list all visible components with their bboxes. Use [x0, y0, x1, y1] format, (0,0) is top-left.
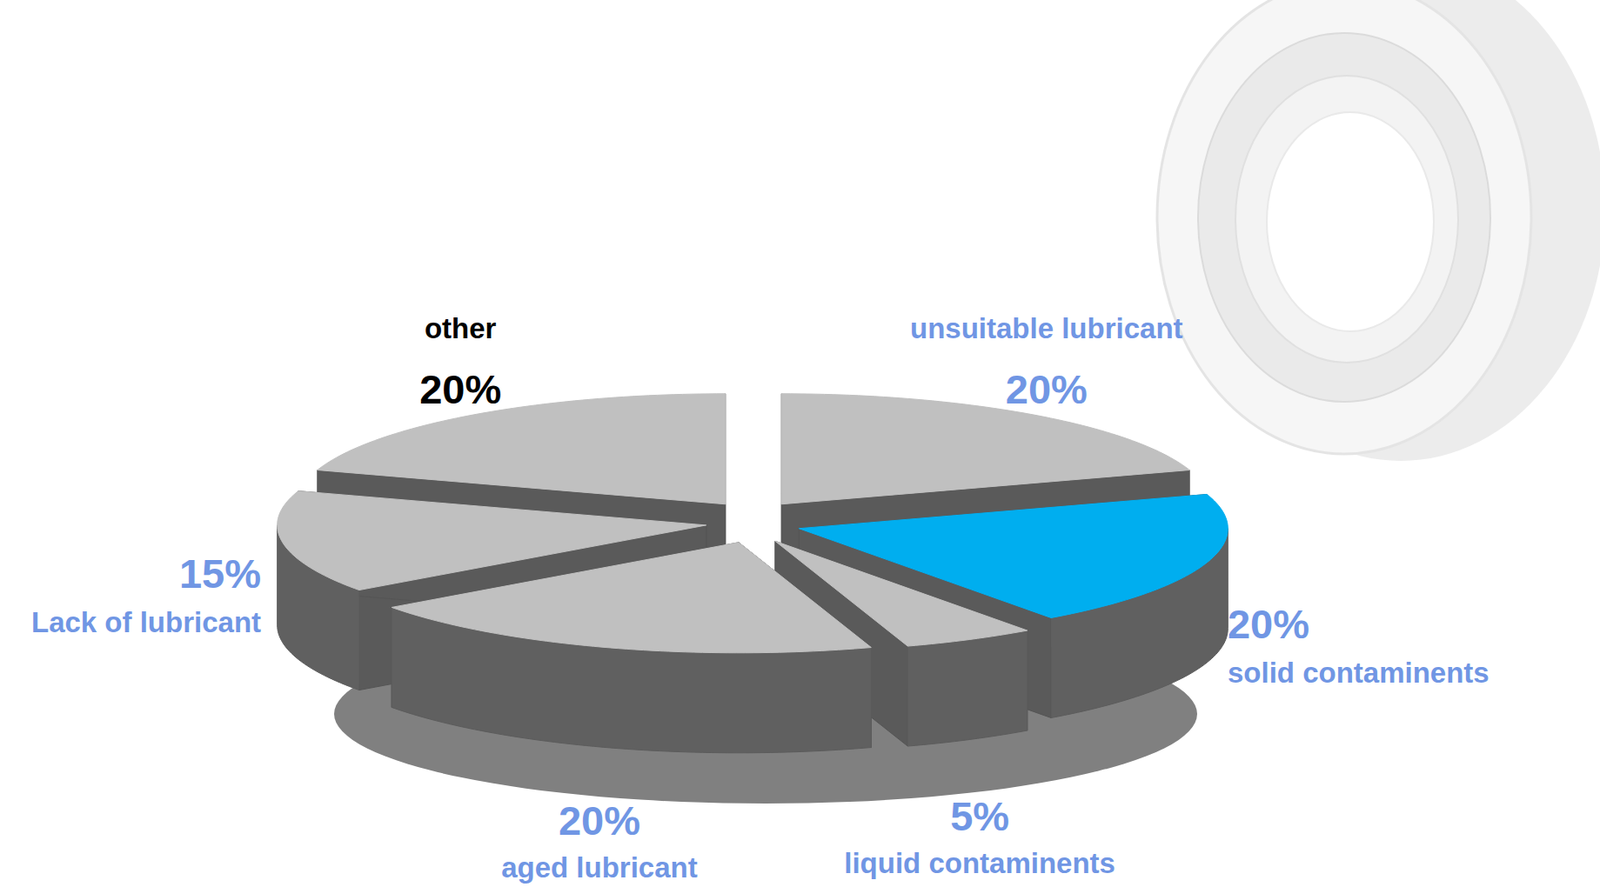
pie-slice: [277, 491, 707, 591]
value-label: 20%: [419, 366, 502, 413]
slice-label: 20% solid contaminents: [1227, 601, 1490, 690]
bearing-balls-ring: [1198, 33, 1491, 402]
chart-svg: 20% unsuitable lubricant 20% solid contamin…: [0, 0, 1600, 887]
value-label: 20%: [1227, 601, 1310, 648]
slice-side: [907, 630, 1027, 747]
slice-label: 20% unsuitable lubricant: [910, 312, 1184, 413]
pie-tops: [277, 394, 1229, 654]
category-label: unsuitable lubricant: [910, 312, 1184, 345]
bearing-illustration: [1157, 0, 1600, 462]
bearing-inner-ring: [1235, 75, 1459, 363]
pie-slice: [317, 394, 726, 505]
slice-label: 20% other: [419, 312, 502, 413]
category-label: Lack of lubricant: [31, 606, 262, 639]
value-label: 15%: [179, 550, 262, 597]
value-label: 20%: [558, 797, 641, 844]
category-label: liquid contaminents: [843, 847, 1116, 880]
category-label: solid contaminents: [1227, 656, 1490, 690]
bearing-bore: [1266, 112, 1434, 332]
pie-slice: [781, 394, 1190, 505]
category-label: aged lubricant: [501, 851, 698, 884]
data-labels: 20% unsuitable lubricant 20% solid contamin…: [31, 312, 1490, 884]
slice-label: 20% aged lubricant: [501, 797, 698, 884]
slice-label: 15% Lack of lubricant: [31, 550, 262, 639]
pie-walls: [277, 394, 1229, 754]
value-label: 20%: [1005, 366, 1088, 413]
slice-label: 5% liquid contaminents: [843, 793, 1116, 880]
category-label: other: [424, 312, 497, 345]
bearing-face: [1157, 0, 1532, 455]
value-label: 5%: [950, 793, 1010, 840]
chart-root: 20% unsuitable lubricant 20% solid contamin…: [0, 0, 1600, 887]
